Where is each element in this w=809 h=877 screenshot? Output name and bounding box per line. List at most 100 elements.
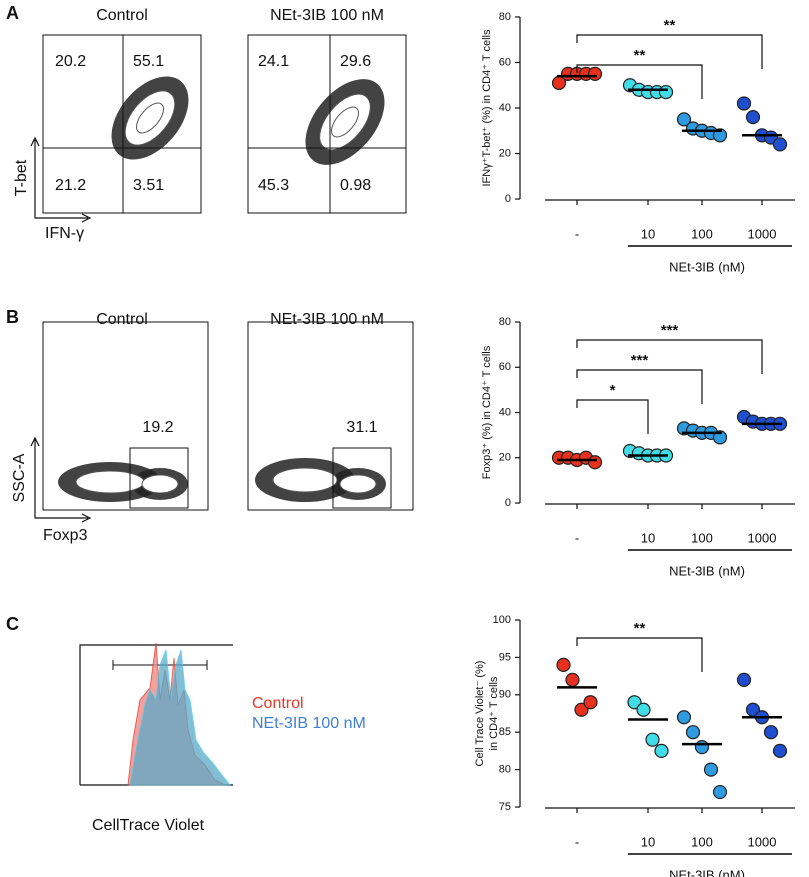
plot-header: Control xyxy=(96,311,148,328)
data-point xyxy=(583,695,598,710)
quadrant-value: 21.2 xyxy=(55,177,86,194)
flow-plot-a2 xyxy=(247,34,407,214)
gate-value: 31.1 xyxy=(346,419,377,436)
x-tick-label: 100 xyxy=(691,834,713,849)
data-point xyxy=(627,695,642,710)
axis-label: T-bet xyxy=(13,159,30,196)
significance-label: ** xyxy=(634,620,646,637)
y-tick-label: 90 xyxy=(499,689,511,701)
y-axis-label: Foxp3⁺ (%) in CD4⁺ T cells xyxy=(481,345,493,479)
x-tick-label: 10 xyxy=(641,530,655,545)
x-tick-label: 1000 xyxy=(748,226,777,241)
flow-plot-b2 xyxy=(247,321,414,511)
y-tick-label: 80 xyxy=(499,11,511,23)
quadrant-value: 0.98 xyxy=(340,177,371,194)
axis-label: IFN-γ xyxy=(45,225,84,242)
data-point xyxy=(712,128,728,143)
x-tick-label: 1000 xyxy=(748,530,777,545)
legend-entry: NEt-3IB 100 nM xyxy=(252,715,366,732)
data-point xyxy=(694,740,710,755)
x-axis-label: NEt-3IB (nM) xyxy=(669,563,745,578)
data-point xyxy=(676,112,692,127)
quadrant-value: 29.6 xyxy=(340,53,371,70)
quadrant-value: 55.1 xyxy=(133,53,164,70)
data-point xyxy=(772,743,788,759)
y-tick-label: 60 xyxy=(499,361,511,373)
data-point xyxy=(772,137,788,152)
data-point xyxy=(658,84,674,100)
data-point xyxy=(587,66,603,81)
significance-label: *** xyxy=(631,352,649,369)
y-tick-label: 85 xyxy=(499,726,511,738)
y-tick-label: 20 xyxy=(499,452,511,464)
legend-entry: Control xyxy=(252,695,304,712)
x-tick-label: - xyxy=(575,226,579,241)
data-point xyxy=(676,710,692,725)
axis-arrows xyxy=(30,136,92,223)
significance-bracket xyxy=(576,399,649,434)
data-point xyxy=(736,96,752,111)
data-point xyxy=(574,702,589,717)
x-tick-label: - xyxy=(575,834,579,849)
significance-bracket xyxy=(576,64,703,99)
y-tick-label: 100 xyxy=(493,614,511,626)
data-point xyxy=(587,455,603,470)
y-tick-label: 75 xyxy=(499,801,511,813)
quadrant-value: 3.51 xyxy=(133,177,164,194)
panel-letter: B xyxy=(6,307,19,327)
significance-bracket xyxy=(576,369,703,404)
y-axis-label: in CD4⁺ T cells xyxy=(488,676,500,750)
y-tick-label: 80 xyxy=(499,764,511,776)
data-point xyxy=(556,657,571,672)
plot-header: Control xyxy=(96,7,148,24)
axis-label: Foxp3 xyxy=(43,527,88,544)
axis-arrows xyxy=(30,436,92,523)
plot-header: NEt-3IB 100 nM xyxy=(270,311,384,328)
data-point xyxy=(654,743,669,759)
x-tick-label: 1000 xyxy=(748,834,777,849)
y-tick-label: 60 xyxy=(499,56,511,68)
x-tick-label: 100 xyxy=(691,226,713,241)
significance-label: * xyxy=(610,382,616,399)
y-axis-label: IFNγ⁺T-bet⁺ (%) in CD4⁺ T cells xyxy=(481,29,493,186)
panel-letter: C xyxy=(6,614,19,634)
data-point xyxy=(712,430,728,445)
data-point xyxy=(703,762,719,777)
significance-bracket xyxy=(576,34,763,69)
significance-bracket xyxy=(576,339,763,374)
y-tick-label: 80 xyxy=(499,316,511,328)
y-tick-label: 20 xyxy=(499,147,511,159)
histogram xyxy=(79,642,233,786)
x-axis-label: NEt-3IB (nM) xyxy=(669,867,745,877)
significance-label: *** xyxy=(661,322,679,339)
data-point xyxy=(645,732,660,747)
significance-label: ** xyxy=(664,17,676,34)
data-point xyxy=(712,784,728,800)
axis-label: CellTrace Violet xyxy=(92,817,205,834)
y-tick-label: 40 xyxy=(499,406,511,418)
x-tick-label: - xyxy=(575,530,579,545)
plot-header: NEt-3IB 100 nM xyxy=(270,7,384,24)
x-tick-label: 10 xyxy=(641,226,655,241)
quadrant-value: 24.1 xyxy=(258,53,289,70)
axis-label: SSC-A xyxy=(11,453,28,502)
x-tick-label: 100 xyxy=(691,530,713,545)
x-tick-label: 10 xyxy=(641,834,655,849)
y-tick-label: 40 xyxy=(499,102,511,114)
gate-value: 19.2 xyxy=(142,419,173,436)
data-point xyxy=(565,672,580,687)
y-tick-label: 0 xyxy=(505,497,511,509)
y-axis-label: Cell Trace Violet⁻ (%) xyxy=(474,661,486,767)
data-point xyxy=(745,109,761,125)
y-tick-label: 0 xyxy=(505,193,511,205)
quadrant-value: 20.2 xyxy=(55,53,86,70)
flow-plot-a1 xyxy=(42,34,202,214)
significance-label: ** xyxy=(634,47,646,64)
quadrant-value: 45.3 xyxy=(258,177,289,194)
significance-bracket xyxy=(576,637,703,672)
y-tick-label: 95 xyxy=(499,651,511,663)
data-point xyxy=(736,672,752,687)
data-point xyxy=(763,725,779,740)
panel-letter: A xyxy=(6,3,19,23)
